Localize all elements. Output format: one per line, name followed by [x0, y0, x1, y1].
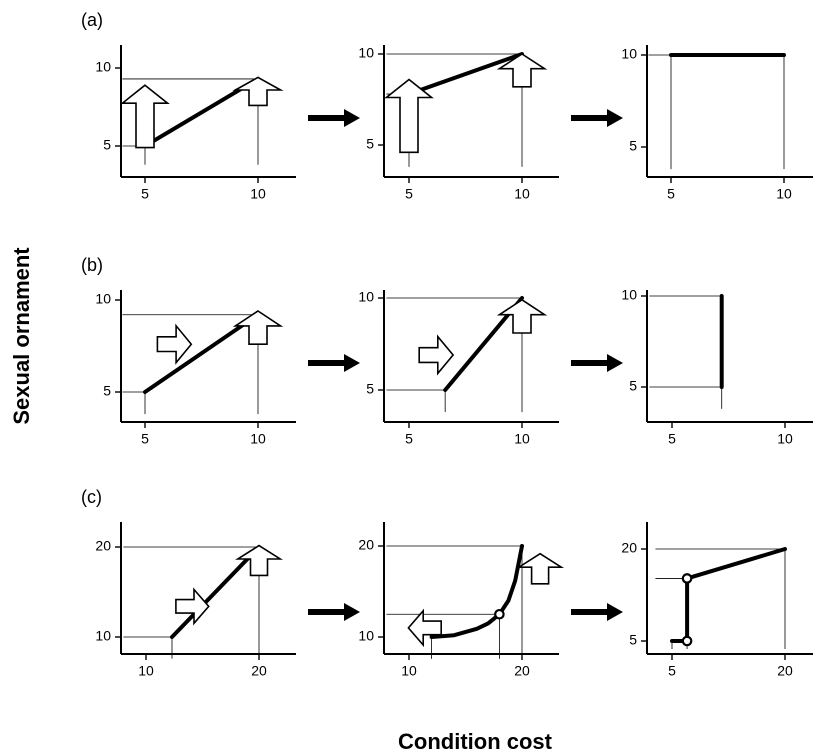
y-tick-label: 10: [358, 289, 374, 305]
hollow-up-arrow: [232, 310, 284, 346]
hollow-up-arrow: [120, 84, 170, 149]
y-tick-label: 5: [103, 137, 111, 153]
y-tick-label: 20: [358, 537, 374, 553]
y-tick-label: 10: [358, 628, 374, 644]
x-tick-label: 20: [777, 663, 793, 679]
panel-label-a: (a): [81, 10, 103, 30]
panel-label-b: (b): [81, 255, 103, 275]
y-tick-label: 20: [95, 538, 111, 554]
hollow-up-arrow: [384, 78, 434, 154]
y-tick-label: 5: [629, 378, 637, 394]
transition-arrow-icon: [571, 354, 623, 372]
y-tick-label: 5: [629, 138, 637, 154]
hollow-up-arrow: [232, 76, 284, 107]
hollow-right-arrow: [175, 587, 210, 626]
hollow-right-arrow: [156, 323, 193, 365]
x-tick-label: 5: [668, 431, 676, 447]
x-tick-label: 5: [405, 186, 413, 202]
response-line-b1: [143, 312, 260, 394]
hollow-up-arrow: [496, 53, 548, 88]
hollow-up-arrow: [516, 552, 565, 585]
panel-label-c: (c): [81, 487, 102, 507]
x-tick-label: 10: [777, 431, 793, 447]
hollow-up-arrow: [235, 544, 283, 577]
x-tick-label: 20: [514, 663, 530, 679]
x-tick-label: 5: [668, 663, 676, 679]
x-tick-label: 10: [776, 186, 792, 202]
x-tick-label: 5: [141, 186, 149, 202]
open-circle: [494, 608, 505, 620]
hollow-left-arrow: [407, 608, 443, 648]
y-tick-label: 10: [95, 291, 111, 307]
open-circle: [681, 635, 693, 647]
response-line-c1: [170, 545, 261, 639]
y-tick-label: 10: [621, 287, 637, 303]
x-tick-label: 10: [250, 186, 266, 202]
transition-arrow-icon: [571, 603, 623, 621]
transition-arrow-icon: [308, 603, 360, 621]
y-tick-label: 10: [358, 45, 374, 61]
y-tick-label: 10: [95, 59, 111, 75]
y-axis-title: Sexual ornament: [9, 247, 34, 425]
transition-arrow-icon: [571, 109, 623, 127]
y-tick-label: 5: [366, 381, 374, 397]
x-tick-label: 10: [514, 431, 530, 447]
hollow-up-arrow: [496, 298, 548, 334]
y-tick-label: 5: [366, 136, 374, 152]
x-tick-label: 10: [250, 431, 266, 447]
transition-arrow-icon: [308, 354, 360, 372]
x-tick-label: 5: [141, 431, 149, 447]
x-tick-label: 5: [667, 186, 675, 202]
y-tick-label: 10: [95, 628, 111, 644]
hollow-right-arrow: [418, 334, 455, 376]
x-axis-title: Condition cost: [398, 729, 552, 754]
response-line-a2: [407, 52, 524, 96]
x-tick-label: 10: [401, 663, 417, 679]
y-tick-label: 10: [621, 46, 637, 62]
x-tick-label: 20: [251, 663, 267, 679]
open-circle: [681, 573, 693, 584]
x-tick-label: 10: [138, 663, 154, 679]
y-tick-label: 20: [621, 540, 637, 556]
transition-arrow-icon: [308, 109, 360, 127]
response-line-c3: [685, 547, 787, 581]
y-tick-label: 5: [629, 632, 637, 648]
x-tick-label: 5: [405, 431, 413, 447]
x-tick-label: 10: [514, 186, 530, 202]
y-tick-label: 5: [103, 383, 111, 399]
response-line-c2: [429, 544, 524, 639]
